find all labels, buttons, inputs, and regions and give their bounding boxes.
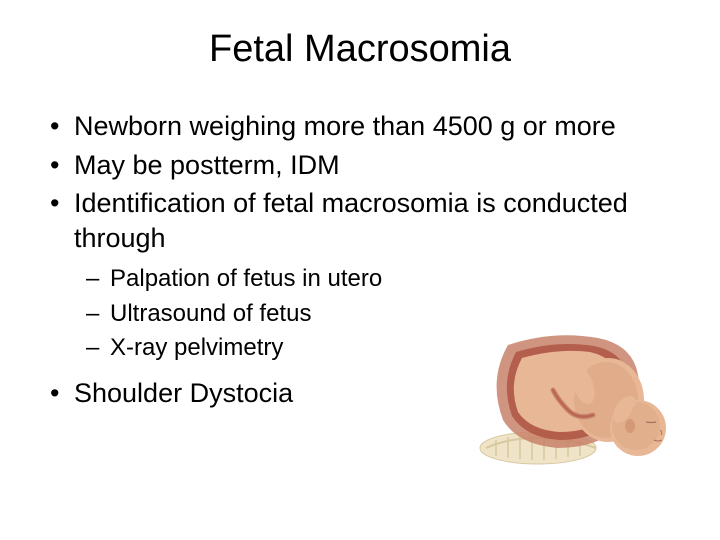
bullet-list: Newborn weighing more than 4500 g or mor… [50,109,670,255]
bullet-item: Newborn weighing more than 4500 g or mor… [50,109,670,144]
bullet-item: May be postterm, IDM [50,148,670,183]
slide-title: Fetal Macrosomia [50,28,670,71]
bullet-item: Identification of fetal macrosomia is co… [50,186,670,255]
fetus-svg [478,330,678,470]
fetus-illustration [478,330,678,470]
sub-bullet-item: Palpation of fetus in utero [50,263,670,295]
slide-container: Fetal Macrosomia Newborn weighing more t… [0,0,720,540]
sub-bullet-item: Ultrasound of fetus [50,298,670,330]
